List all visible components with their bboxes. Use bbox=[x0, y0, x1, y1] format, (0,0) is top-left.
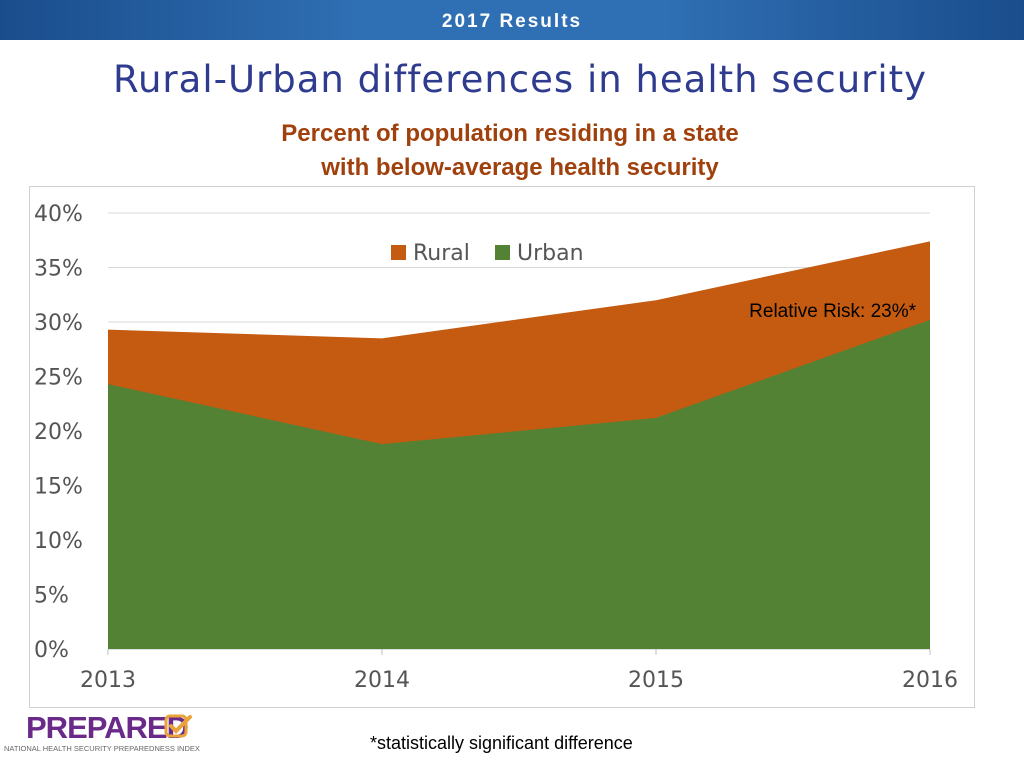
x-tick-label: 2014 bbox=[354, 668, 410, 693]
chart-subtitle-line1: Percent of population residing in a stat… bbox=[281, 120, 739, 147]
y-tick-label: 40% bbox=[34, 202, 83, 227]
prepared-logo: PREPARED NATIONAL HEALTH SECURITY PREPAR… bbox=[4, 710, 224, 758]
footnote: *statistically significant difference bbox=[370, 733, 633, 753]
y-tick-label: 5% bbox=[34, 584, 69, 609]
logo-tagline: NATIONAL HEALTH SECURITY PREPAREDNESS IN… bbox=[4, 744, 200, 753]
chart-subtitle-line2: with below-average health security bbox=[321, 154, 719, 181]
header-title: 2017 Results bbox=[441, 11, 583, 32]
y-tick-label: 0% bbox=[34, 638, 69, 663]
legend-swatch-urban bbox=[495, 245, 510, 260]
slide-title: Rural-Urban differences in health securi… bbox=[112, 58, 928, 101]
chart-frame: 0% 5% 10% 15% 20% 25% 30% 35% 40% 2013 2014 2015 201… bbox=[29, 186, 975, 708]
y-tick-label: 35% bbox=[34, 257, 83, 282]
legend-label-rural: Rural bbox=[413, 241, 470, 266]
y-tick-label: 15% bbox=[34, 475, 83, 500]
legend-swatch-rural bbox=[391, 245, 406, 260]
y-tick-label: 30% bbox=[34, 311, 83, 336]
relative-risk-annotation: Relative Risk: 23%* bbox=[749, 301, 916, 322]
area-chart: 0% 5% 10% 15% 20% 25% 30% 35% 40% 2013 2014 2015 201… bbox=[34, 202, 958, 693]
y-tick-label: 10% bbox=[34, 529, 83, 554]
y-tick-label: 20% bbox=[34, 420, 83, 445]
series-area-urban bbox=[108, 319, 930, 649]
x-tick-label: 2013 bbox=[80, 668, 136, 693]
y-tick-label: 25% bbox=[34, 366, 83, 391]
x-tick-label: 2016 bbox=[902, 668, 958, 693]
legend-label-urban: Urban bbox=[517, 241, 584, 266]
x-tick-label: 2015 bbox=[628, 668, 684, 693]
logo-word: PREPARED bbox=[26, 710, 189, 745]
checkmark-icon bbox=[164, 714, 192, 738]
header-bar bbox=[0, 0, 1024, 40]
